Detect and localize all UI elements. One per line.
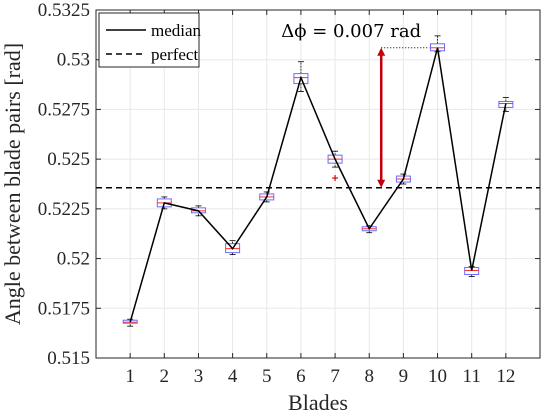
y-axis-ticks: 0.515 0.5175 0.52 0.5225 0.525 0.5275 0.53 0.53…: [38, 0, 540, 369]
y-tick-label: 0.525: [47, 149, 90, 170]
x-tick-label: 7: [330, 366, 340, 387]
x-tick-label: 12: [496, 366, 515, 387]
y-tick-label: 0.5325: [38, 0, 90, 21]
x-tick-label: 2: [160, 366, 170, 387]
x-tick-label: 11: [463, 366, 481, 387]
delta-arrowhead-top: [377, 47, 386, 56]
x-axis-ticks: 1 2 3 4 5 6 7 8 9 10 11 12: [125, 10, 515, 387]
legend-perfect-label: perfect: [151, 45, 198, 64]
legend-box: [98, 12, 200, 68]
outlier-marker: [332, 175, 339, 182]
legend: median perfect: [98, 12, 202, 68]
x-tick-label: 5: [262, 366, 272, 387]
legend-median-label: median: [151, 21, 202, 40]
x-axis-title: Blades: [288, 390, 348, 415]
median-polyline: [129, 47, 507, 323]
y-tick-label: 0.5175: [38, 298, 90, 319]
x-tick-label: 1: [125, 366, 135, 387]
y-tick-label: 0.53: [57, 50, 90, 71]
outlier-markers: [332, 175, 339, 182]
y-tick-label: 0.52: [57, 249, 90, 270]
x-tick-label: 9: [399, 366, 409, 387]
y-axis-title: Angle between blade pairs [rad]: [0, 43, 25, 325]
x-tick-label: 10: [428, 366, 447, 387]
delta-annotation-label: Δϕ = 0.007 rad: [281, 21, 421, 42]
y-tick-label: 0.5225: [38, 199, 90, 220]
plot-frame: [95, 9, 541, 359]
y-tick-label: 0.5275: [38, 99, 90, 120]
x-tick-label: 8: [364, 366, 374, 387]
x-tick-label: 4: [228, 366, 238, 387]
x-tick-label: 6: [296, 366, 306, 387]
y-tick-label: 0.515: [47, 348, 90, 369]
delta-annotation: Δϕ = 0.007 rad: [281, 21, 430, 188]
delta-arrowhead-bottom: [377, 179, 386, 188]
median-series-line: [129, 47, 507, 323]
plot-area: [96, 10, 540, 358]
x-tick-label: 3: [194, 366, 204, 387]
